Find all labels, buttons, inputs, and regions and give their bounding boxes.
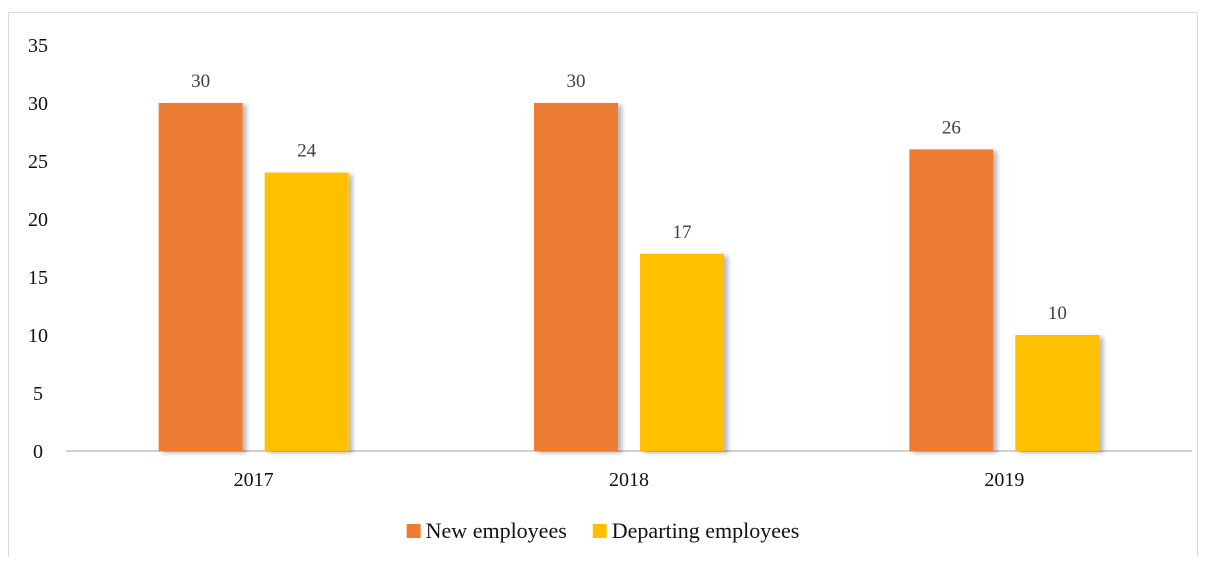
y-tick-label: 20 bbox=[28, 209, 48, 231]
bar-departing-employees-2018[interactable] bbox=[640, 253, 724, 451]
legend-label: New employees bbox=[426, 518, 567, 543]
data-label: 30 bbox=[191, 71, 210, 92]
data-label: 10 bbox=[1048, 303, 1067, 324]
y-tick-label: 35 bbox=[28, 35, 48, 57]
y-tick-label: 10 bbox=[28, 325, 48, 347]
legend-swatch-departing-employees bbox=[592, 524, 607, 538]
y-tick-label: 15 bbox=[28, 267, 48, 289]
y-tick-label: 30 bbox=[28, 93, 48, 115]
data-label: 30 bbox=[567, 71, 586, 92]
y-tick-label: 25 bbox=[28, 151, 48, 173]
data-labels-group: 30 24 30 17 26 10 bbox=[191, 71, 1067, 324]
x-tick-label: 2017 bbox=[234, 469, 274, 491]
x-axis-tick-labels: 2017 2018 2019 bbox=[234, 469, 1025, 491]
legend-label: Departing employees bbox=[612, 518, 800, 543]
legend-swatch-new-employees bbox=[406, 524, 421, 538]
x-tick-label: 2018 bbox=[609, 469, 649, 491]
bar-new-employees-2017[interactable] bbox=[158, 103, 243, 451]
legend: New employees Departing employees bbox=[406, 518, 800, 543]
data-label: 17 bbox=[673, 222, 692, 243]
chart-frame bbox=[8, 12, 1198, 557]
data-label: 24 bbox=[297, 141, 317, 162]
bar-new-employees-2019[interactable] bbox=[909, 149, 994, 451]
bar-departing-employees-2019[interactable] bbox=[1015, 335, 1100, 451]
x-tick-label: 2019 bbox=[984, 469, 1024, 491]
data-label: 26 bbox=[942, 117, 961, 138]
y-axis-tick-labels: 0 5 10 15 20 25 30 35 bbox=[28, 35, 48, 463]
bars-group bbox=[158, 103, 1100, 451]
y-tick-label: 5 bbox=[33, 383, 43, 405]
y-tick-label: 0 bbox=[33, 441, 43, 463]
bar-new-employees-2018[interactable] bbox=[534, 103, 618, 451]
bar-departing-employees-2017[interactable] bbox=[264, 172, 349, 451]
